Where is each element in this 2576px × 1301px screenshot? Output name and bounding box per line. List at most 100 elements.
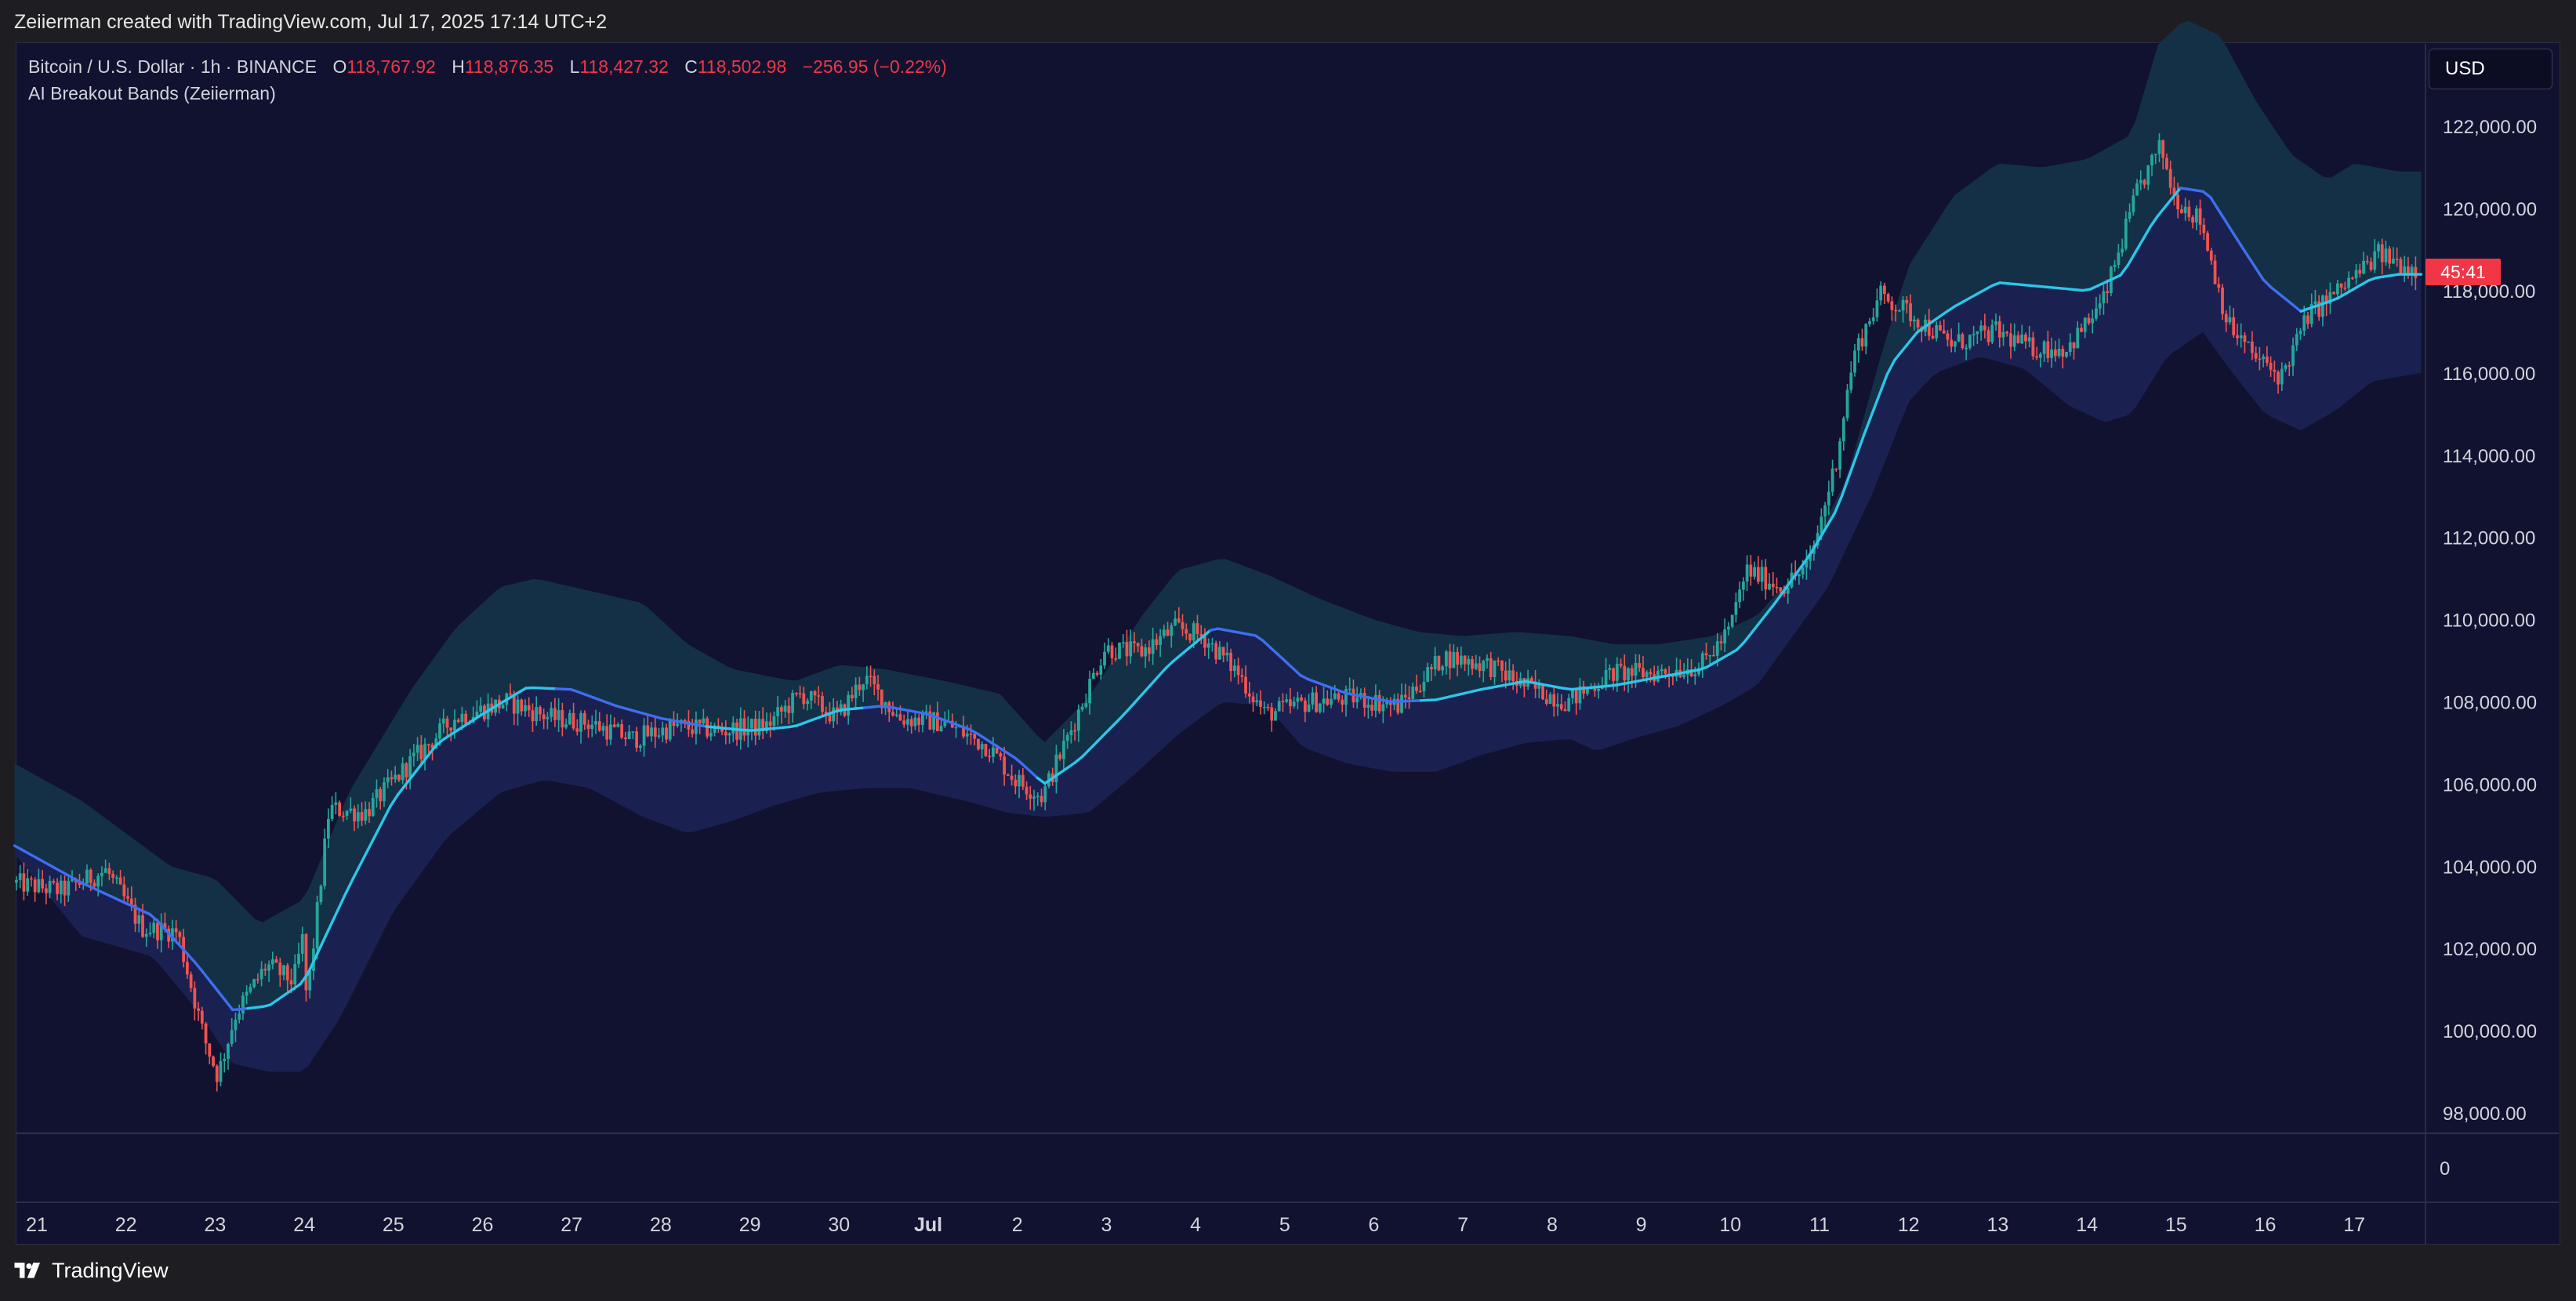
candle-body <box>460 713 464 723</box>
candle-body <box>894 714 898 716</box>
candle-body <box>2183 206 2187 214</box>
candle-body <box>913 717 917 727</box>
candle-body <box>609 724 612 740</box>
candle-body <box>1689 669 1693 676</box>
candle-body <box>1206 643 1210 648</box>
candle-body <box>1029 794 1032 799</box>
midline-segment <box>818 713 829 719</box>
candle-body <box>1430 667 1433 669</box>
y-tick-label: 116,000.00 <box>2443 364 2535 385</box>
currency-button[interactable]: USD <box>2429 49 2552 89</box>
midline-segment <box>1758 611 1769 625</box>
midline-segment <box>111 895 122 902</box>
candle-body <box>1121 642 1125 643</box>
candle-body <box>193 988 197 1009</box>
midline-segment <box>449 728 460 737</box>
candle-body <box>1786 587 1790 594</box>
candle-body <box>753 719 757 736</box>
midline-segment <box>2344 288 2355 295</box>
candle-body <box>761 719 765 732</box>
candle-body <box>813 690 817 696</box>
candle-body <box>419 745 423 759</box>
candle-body <box>579 712 582 732</box>
candle-body <box>2414 266 2418 278</box>
candle-body <box>2038 353 2042 358</box>
candle-body <box>1118 642 1121 659</box>
candle-body <box>561 710 564 728</box>
candle-body <box>1159 636 1162 645</box>
candle-body <box>338 802 342 816</box>
candle-body <box>2198 208 2202 225</box>
candle-body <box>1986 330 1990 342</box>
candle-body <box>1809 553 1812 561</box>
candle-body <box>2280 368 2284 385</box>
midline-segment <box>607 701 618 708</box>
candle-body <box>1727 626 1730 630</box>
candle-body <box>1054 754 1058 783</box>
candle-body <box>100 872 103 876</box>
candle-body <box>1396 698 1400 713</box>
candle-body <box>1247 693 1251 697</box>
candle-body <box>1979 325 1983 332</box>
candle-body <box>1333 693 1337 699</box>
midline-segment <box>472 713 483 722</box>
candle-body <box>1734 602 1738 615</box>
upper-band-fill <box>14 20 2422 1010</box>
candle-body <box>2057 348 2061 357</box>
candle-body <box>368 809 371 817</box>
candle-body <box>1303 700 1307 712</box>
midline-segment <box>171 936 182 948</box>
indicator-legend[interactable]: AI Breakout Bands (Zeiierman) <box>28 83 276 104</box>
midline-segment <box>1833 494 1844 515</box>
x-tick-label: 10 <box>1719 1214 1741 1236</box>
candle-body <box>282 965 285 976</box>
candle-body <box>383 782 386 802</box>
candle-body <box>297 953 300 965</box>
midline-segment <box>186 952 197 964</box>
candle-body <box>2284 365 2288 369</box>
candle-body <box>1039 795 1043 803</box>
candle-body <box>1682 674 1685 677</box>
candle-body <box>449 727 453 731</box>
midline-segment <box>148 912 159 922</box>
candle-body <box>1886 294 1890 302</box>
candle-body <box>1277 701 1281 712</box>
midline-segment <box>1856 432 1867 455</box>
candle-body <box>1664 669 1667 674</box>
symbol-legend[interactable]: Bitcoin / U.S. Dollar · 1h · BINANCE O11… <box>28 56 947 78</box>
midline-segment <box>2216 208 2227 223</box>
candle-body <box>141 915 144 937</box>
candle-body <box>1456 651 1459 665</box>
candle-body <box>1845 390 1849 419</box>
candle-body <box>873 676 876 685</box>
candle-body <box>1014 779 1018 787</box>
candle-body <box>408 756 412 777</box>
indicator-name[interactable]: AI Breakout Bands (Zeiierman) <box>28 83 276 103</box>
candle-body <box>2343 287 2347 289</box>
candle-body <box>293 964 297 985</box>
tradingview-brand[interactable]: TradingView <box>14 1259 169 1283</box>
candle-body <box>1315 692 1318 712</box>
change-value: −256.95 (−0.22%) <box>802 56 947 77</box>
candle-body <box>227 1043 230 1059</box>
candle-body <box>1968 335 1972 348</box>
candle-body <box>2065 351 2068 357</box>
symbol-name[interactable]: Bitcoin / U.S. Dollar · 1h · BINANCE <box>28 56 317 77</box>
candle-body <box>1768 583 1771 590</box>
candle-body <box>695 719 698 734</box>
midline-segment <box>434 737 445 748</box>
candle-body <box>234 1019 238 1031</box>
candle-body <box>1627 668 1630 681</box>
candle-body <box>1422 682 1426 691</box>
candle-body <box>18 873 22 880</box>
candle-body <box>159 922 163 940</box>
candle-body <box>824 712 828 714</box>
candle-body <box>1939 324 1942 331</box>
x-tick-label: 8 <box>1547 1214 1558 1236</box>
candle-body <box>709 733 713 737</box>
midline-segment <box>1705 661 1716 669</box>
candle-body <box>397 774 401 781</box>
candle-body <box>1459 655 1463 665</box>
candle-body <box>2406 266 2410 275</box>
